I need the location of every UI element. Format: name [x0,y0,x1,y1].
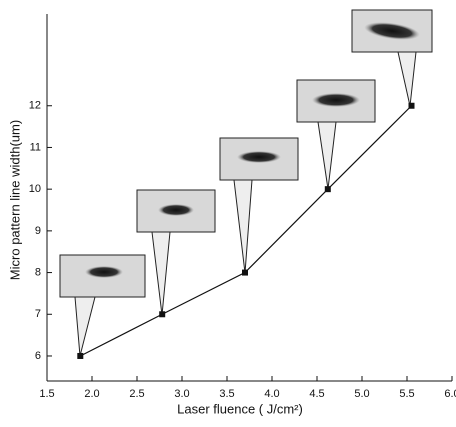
y-tick-label: 7 [35,308,41,320]
x-tick-label: 2.5 [129,388,144,400]
micrograph-insets [59,9,433,357]
x-tick-label: 6.0 [444,388,456,400]
y-tick-label: 11 [30,141,41,153]
data-point [77,352,84,359]
x-tick-label: 2.0 [84,388,99,400]
y-tick-label: 9 [35,225,41,237]
x-tick-label: 1.5 [39,388,54,400]
y-tick-label: 10 [29,183,41,195]
x-tick-label: 3.0 [174,388,189,400]
data-point [408,102,415,109]
x-tick-label: 5.5 [399,388,414,400]
y-tick-label: 12 [29,100,41,112]
x-tick-label: 4.0 [264,388,279,400]
x-tick-label: 5.0 [354,388,369,400]
data-point [324,186,331,193]
data-point [159,311,166,318]
y-axis-title: Micro pattern line width(um) [7,120,22,280]
y-tick-label: 6 [35,350,41,362]
x-tick-label: 4.5 [309,388,324,400]
x-tick-label: 3.5 [219,388,234,400]
x-axis-title: Laser fluence ( J/cm²) [177,401,303,416]
data-point [242,269,248,276]
y-tick-label: 8 [35,266,41,278]
